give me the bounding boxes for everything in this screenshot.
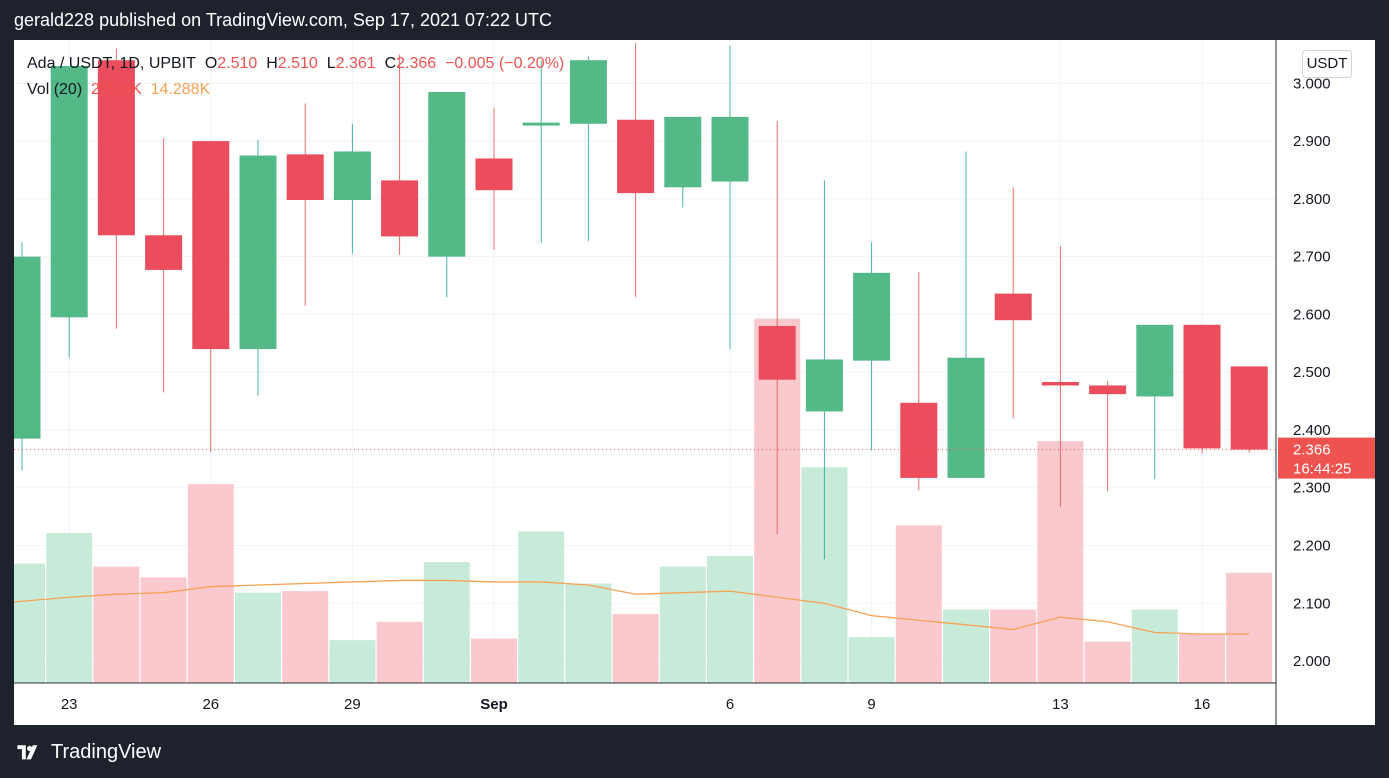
footer-brand[interactable]: TradingView	[16, 741, 161, 764]
candle-body	[617, 119, 655, 194]
time-tick-label: 6	[726, 696, 734, 713]
candle-body	[522, 122, 560, 126]
legend-change: −0.005 (−0.20%)	[445, 55, 565, 72]
candle-body	[1230, 366, 1268, 450]
candle-body	[192, 141, 230, 350]
chart-frame[interactable]: 3.000 2.900 2.800 2.700 2.600 2.500 2.400 2.300…	[14, 40, 1375, 725]
volume-bar	[93, 566, 140, 683]
tradingview-logo-icon	[17, 744, 38, 759]
candle-body	[1041, 382, 1079, 386]
legend-high-label: H	[266, 55, 278, 72]
legend-volume-row: Vol (20) 2.599K 14.288K	[27, 79, 564, 101]
price-chart[interactable]: 3.000 2.900 2.800 2.700 2.600 2.500 2.400 2.300…	[14, 40, 1375, 725]
candle-body	[50, 65, 88, 318]
legend-open-value: 2.510	[217, 55, 258, 72]
volume-bar	[990, 609, 1037, 683]
candle-body	[1183, 324, 1221, 449]
legend-low-label: L	[326, 55, 336, 72]
volume-bar	[46, 532, 93, 683]
legend-volume-label[interactable]: Vol (20)	[27, 81, 83, 98]
candle-body	[711, 116, 749, 182]
volume-ma-line	[14, 579, 1250, 635]
time-tick-label: 26	[202, 696, 219, 713]
publish-header: gerald228 published on TradingView.com, …	[14, 10, 553, 30]
price-tick-label: 2.400	[1293, 422, 1331, 439]
price-tick-label: 2.900	[1293, 133, 1331, 150]
candle-body	[853, 272, 891, 361]
price-tick-label: 2.700	[1293, 249, 1331, 266]
time-tick-label: 29	[344, 696, 361, 713]
legend-close-value: 2.366	[396, 55, 437, 72]
volume-bar	[1226, 572, 1273, 683]
volume-bar	[235, 592, 281, 683]
volume-bar	[659, 566, 706, 683]
price-tick-label: 2.300	[1293, 480, 1331, 497]
candle-body	[97, 60, 135, 236]
candle-body	[145, 235, 183, 270]
price-tick-label: 3.000	[1293, 75, 1331, 92]
volume-bar	[612, 614, 659, 683]
volume-bar	[1084, 641, 1131, 683]
volume-bar	[518, 531, 565, 683]
footer-brand-label: TradingView	[51, 741, 162, 763]
volume-bar	[895, 525, 942, 683]
last-price-marker	[1278, 437, 1375, 479]
time-tick-label: 23	[61, 696, 78, 713]
candle-body	[664, 116, 702, 188]
volume-bar	[140, 577, 187, 683]
volume-bar	[707, 555, 753, 683]
price-tick-label: 2.000	[1293, 653, 1331, 670]
legend-high-value: 2.510	[277, 55, 318, 72]
last-price-label: 2.366	[1293, 442, 1331, 459]
candle-body	[14, 256, 41, 439]
legend-volume-ma: 14.288K	[150, 81, 211, 98]
price-tick-label: 2.500	[1293, 364, 1331, 381]
chart-legend: Ada / USDT, 1D, UPBIT O2.510 H2.510 L2.3…	[27, 53, 564, 101]
price-tick-label: 2.100	[1293, 595, 1331, 612]
price-tick-label: 2.200	[1293, 538, 1331, 555]
volume-bar	[187, 483, 234, 683]
candle-body	[1089, 385, 1127, 395]
volume-bar	[943, 609, 989, 683]
legend-close-label: C	[384, 55, 397, 72]
candle-body	[428, 91, 466, 257]
volume-bar	[1179, 634, 1225, 683]
candle-body	[569, 60, 607, 124]
volume-bar	[423, 562, 470, 683]
legend-volume-value: 2.599K	[91, 81, 142, 98]
candle-body	[333, 151, 371, 201]
candle-body	[286, 154, 324, 201]
legend-symbol[interactable]: Ada / USDT, 1D, UPBIT	[27, 55, 196, 72]
candle-body	[805, 359, 843, 412]
volume-bar	[565, 583, 612, 683]
candle-body	[239, 155, 277, 350]
time-tick-label: 9	[867, 696, 875, 713]
candle-body	[381, 180, 419, 237]
candle-body	[947, 357, 985, 478]
volume-bar	[329, 640, 376, 683]
currency-unit-button[interactable]: USDT	[1302, 50, 1352, 78]
time-tick-label: 16	[1194, 696, 1211, 713]
time-tick-label: Sep	[480, 696, 508, 713]
volume-bar	[471, 638, 517, 683]
countdown-label: 16:44:25	[1293, 461, 1351, 478]
volume-bar	[1131, 609, 1178, 683]
volume-bar	[282, 591, 329, 683]
legend-ohlc-row: Ada / USDT, 1D, UPBIT O2.510 H2.510 L2.3…	[27, 53, 564, 75]
time-tick-label: 13	[1052, 696, 1069, 713]
legend-low-value: 2.361	[335, 55, 376, 72]
candle-body	[1136, 324, 1174, 397]
volume-bar	[376, 621, 423, 683]
legend-open-label: O	[204, 55, 218, 72]
volume-bar	[14, 563, 45, 683]
candle-body	[475, 158, 513, 191]
candle-body	[900, 402, 938, 478]
volume-bar	[848, 637, 895, 683]
candle-body	[758, 325, 796, 380]
price-tick-label: 2.800	[1293, 191, 1331, 208]
candle-body	[994, 293, 1032, 321]
price-tick-label: 2.600	[1293, 306, 1331, 323]
